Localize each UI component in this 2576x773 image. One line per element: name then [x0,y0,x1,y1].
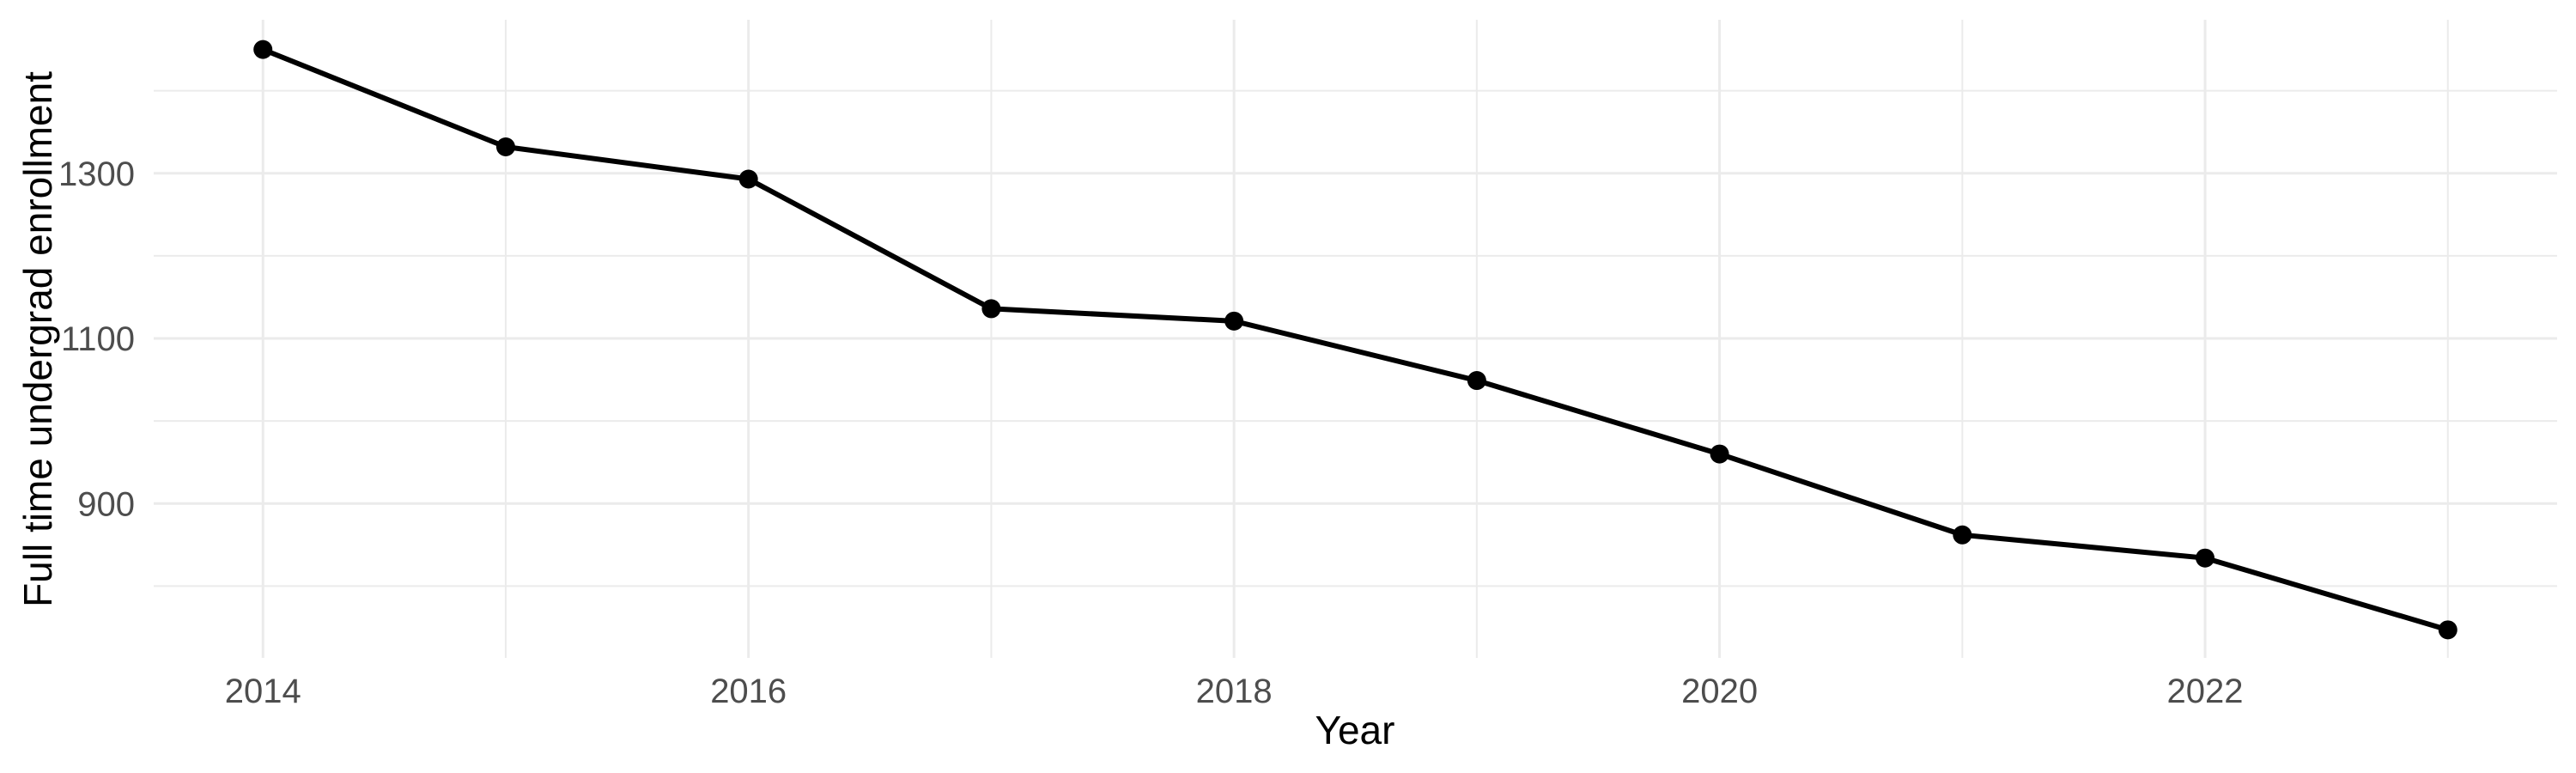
x-tick-label-2022: 2022 [2167,673,2244,710]
x-axis-tick-labels: 2014 2016 2018 2020 2022 [225,673,2244,710]
data-point-2022 [2196,548,2215,568]
y-axis-title: Full time undergrad enrollment [15,71,60,607]
data-point-2018 [1224,311,1244,331]
y-axis-tick-labels: 1300 1100 900 [58,155,135,523]
data-point-2020 [1710,444,1729,464]
x-tick-label-2014: 2014 [225,673,301,710]
x-tick-label-2020: 2020 [1681,673,1758,710]
y-tick-label-1100: 1100 [61,320,135,358]
x-tick-label-2016: 2016 [710,673,787,710]
data-point-2019 [1467,371,1486,391]
data-point-2015 [495,137,515,157]
data-point-2023 [2438,620,2458,640]
x-axis-title: Year [1315,708,1395,752]
enrollment-line [260,46,2451,633]
y-tick-label-1300: 1300 [58,155,135,193]
data-points-layer [253,40,2458,640]
major-gridlines [154,20,2557,658]
data-point-2014 [253,40,273,59]
x-tick-label-2018: 2018 [1196,673,1273,710]
y-tick-label-900: 900 [77,485,135,523]
data-point-2021 [1953,525,1972,545]
data-point-2017 [981,299,1001,319]
data-point-2016 [738,169,758,189]
series-layer [260,46,2451,633]
